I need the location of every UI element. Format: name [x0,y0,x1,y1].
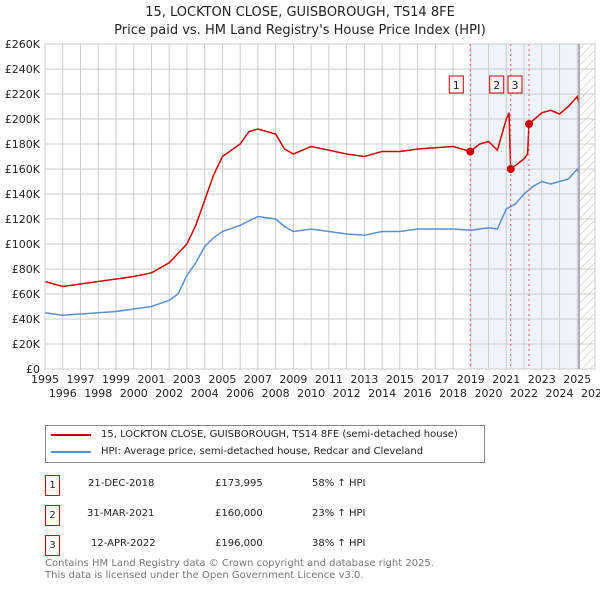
x-tick-label: 2001 [137,373,165,386]
sale-label-box [448,75,464,94]
sale-label: 1 [453,79,460,92]
hpi-line [44,167,580,317]
x-tick-label: 2026 [581,387,600,400]
x-tick-label: 1999 [102,373,130,386]
y-tick-label: £260K [5,38,41,51]
hatched-future-region [579,44,595,369]
x-tick-label: 2012 [333,387,361,400]
property-price-line [44,94,580,288]
sale-hpi: 38% ↑ HPI [312,538,366,549]
sale-badge: 3 [45,535,60,556]
sale-price: £173,995 [215,478,263,489]
x-tick-label: 1996 [49,387,77,400]
sale-hpi: 23% ↑ HPI [312,508,366,519]
legend: 15, LOCKTON CLOSE, GUISBOROUGH, TS14 8FE… [45,425,485,463]
x-tick-label: 2008 [262,387,290,400]
sale-label-box [489,75,505,94]
legend-red-line [51,433,91,436]
sale-hpi: 58% ↑ HPI [312,478,366,489]
x-tick-label: 2023 [528,373,556,386]
y-tick-label: £140K [5,188,41,201]
sale-label: 2 [493,79,500,92]
footer-line: This data is licensed under the Open Gov… [45,570,364,581]
x-tick-label: 2022 [510,387,538,400]
y-tick-label: £200K [5,113,41,126]
sale-point [525,120,533,128]
x-tick-label: 2020 [475,387,503,400]
legend-label-hpi: HPI: Average price, semi-detached house,… [101,446,424,457]
y-tick-label: £80K [12,263,41,276]
y-tick-label: £40K [12,313,41,326]
shaded-ownership-region [470,44,580,369]
y-tick-label: £20K [12,338,41,351]
sale-date: 31-MAR-2021 [87,508,155,519]
x-tick-label: 1995 [31,373,59,386]
x-tick-label: 2013 [350,373,378,386]
price-chart: 1 2 31995199619971998199920002001200220032… [5,38,600,400]
x-tick-label: 2017 [421,373,449,386]
plot-border [44,43,596,370]
sale-label-box [507,75,523,94]
sale-badge: 1 [45,475,60,496]
y-tick-label: £60K [12,288,41,301]
y-tick-label: £220K [5,88,41,101]
x-tick-label: 1997 [66,373,94,386]
x-tick-label: 2011 [315,373,343,386]
x-tick-label: 2007 [244,373,272,386]
x-tick-label: 2024 [546,387,574,400]
x-tick-label: 2016 [404,387,432,400]
x-tick-label: 2010 [297,387,325,400]
x-tick-label: 2025 [563,373,591,386]
x-tick-label: 2005 [208,373,236,386]
sale-price: £160,000 [215,508,263,519]
x-tick-label: 2004 [191,387,219,400]
y-tick-label: £240K [5,63,41,76]
x-tick-label: 2003 [173,373,201,386]
x-tick-label: 1998 [84,387,112,400]
sale-row: 3 12-APR-2022 £196,000 38% ↑ HPI [45,535,445,556]
sale-price: £196,000 [215,538,263,549]
sale-date: 12-APR-2022 [91,538,156,549]
y-tick-label: £0 [26,363,40,376]
x-tick-label: 2009 [279,373,307,386]
x-tick-label: 2015 [386,373,414,386]
sale-badge: 2 [45,505,60,526]
y-tick-label: £180K [5,138,41,151]
sale-label: 3 [512,79,519,92]
subtitle-line: Price paid vs. HM Land Registry's House … [114,23,486,38]
sale-row: 2 31-MAR-2021 £160,000 23% ↑ HPI [45,505,445,526]
x-tick-label: 2021 [492,373,520,386]
x-tick-label: 2000 [120,387,148,400]
footer-line: Contains HM Land Registry data © Crown c… [45,558,434,569]
y-tick-label: £100K [5,238,41,251]
y-tick-label: £160K [5,163,41,176]
title-line: 15, LOCKTON CLOSE, GUISBOROUGH, TS14 8FE [145,5,455,20]
y-tick-label: £120K [5,213,41,226]
chart-title: 15, LOCKTON CLOSE, GUISBOROUGH, TS14 8FE… [0,4,600,40]
legend-label-property: 15, LOCKTON CLOSE, GUISBOROUGH, TS14 8FE… [101,429,458,440]
x-tick-label: 2002 [155,387,183,400]
sale-point [506,165,515,173]
sale-date: 21-DEC-2018 [88,478,155,489]
x-tick-label: 2006 [226,387,254,400]
sale-row: 1 21-DEC-2018 £173,995 58% ↑ HPI [45,475,445,496]
x-tick-label: 2018 [439,387,467,400]
sale-point [466,147,475,156]
footer: Contains HM Land Registry data © Crown c… [45,558,434,582]
legend-blue-line [51,450,91,453]
x-tick-label: 2014 [368,387,396,400]
x-tick-label: 2019 [457,373,485,386]
